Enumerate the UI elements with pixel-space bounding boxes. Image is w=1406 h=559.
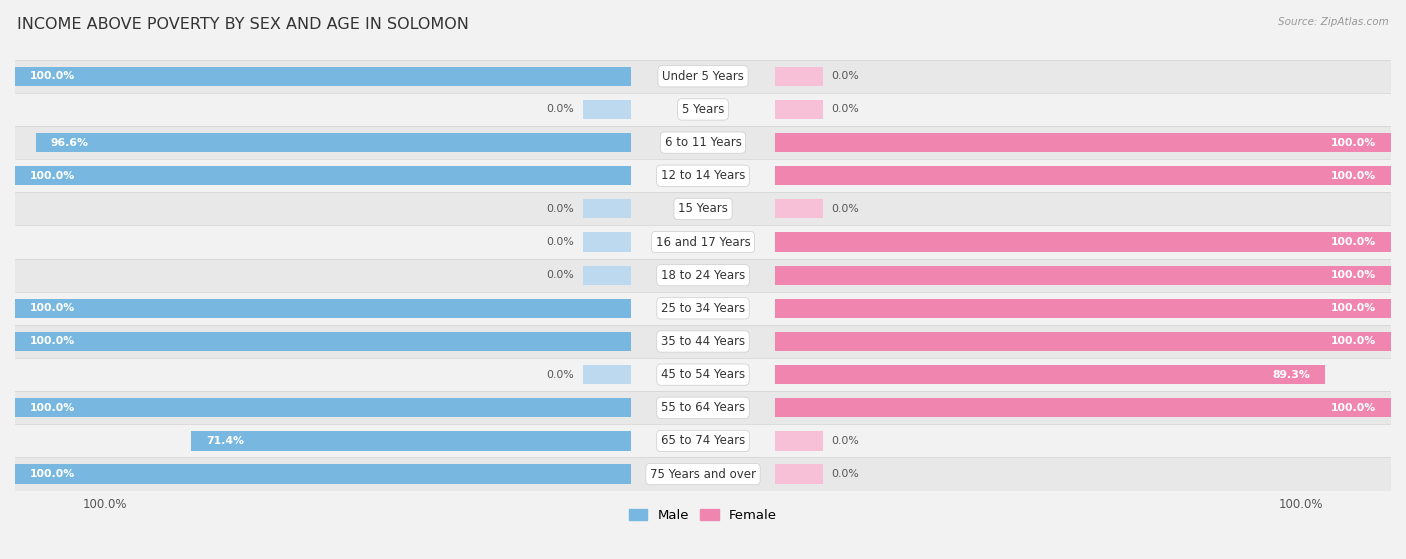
Bar [15, 457, 1391, 491]
Bar [775, 166, 1391, 186]
Text: 15 Years: 15 Years [678, 202, 728, 215]
Text: 0.0%: 0.0% [831, 72, 859, 81]
Text: 0.0%: 0.0% [831, 105, 859, 115]
Bar [775, 299, 1391, 318]
Bar [15, 332, 631, 351]
Bar [583, 199, 631, 219]
Text: 100.0%: 100.0% [1331, 270, 1376, 280]
Bar [775, 465, 823, 484]
Bar [15, 93, 1391, 126]
Text: 25 to 34 Years: 25 to 34 Years [661, 302, 745, 315]
Bar [775, 398, 1391, 418]
Legend: Male, Female: Male, Female [624, 503, 782, 527]
Text: 0.0%: 0.0% [831, 436, 859, 446]
Bar [15, 126, 1391, 159]
Bar [15, 465, 631, 484]
Bar [583, 233, 631, 252]
Bar [775, 67, 823, 86]
Text: 65 to 74 Years: 65 to 74 Years [661, 434, 745, 447]
Text: 100.0%: 100.0% [1331, 237, 1376, 247]
Bar [15, 67, 631, 86]
Bar [775, 233, 1391, 252]
Text: 100.0%: 100.0% [30, 337, 75, 347]
Bar [775, 133, 1391, 152]
Bar [583, 266, 631, 285]
Bar [15, 159, 1391, 192]
Bar [15, 292, 1391, 325]
Text: 100.0%: 100.0% [1331, 304, 1376, 314]
Bar [583, 100, 631, 119]
Text: 100.0%: 100.0% [1331, 170, 1376, 181]
Text: 0.0%: 0.0% [831, 204, 859, 214]
Text: 55 to 64 Years: 55 to 64 Years [661, 401, 745, 414]
Text: 0.0%: 0.0% [831, 469, 859, 479]
Text: 100.0%: 100.0% [1331, 337, 1376, 347]
Bar [37, 133, 631, 152]
Text: 89.3%: 89.3% [1272, 369, 1310, 380]
Text: 0.0%: 0.0% [547, 204, 575, 214]
Bar [583, 365, 631, 384]
Bar [191, 432, 631, 451]
Text: 96.6%: 96.6% [51, 138, 89, 148]
Text: 18 to 24 Years: 18 to 24 Years [661, 269, 745, 282]
Text: 12 to 14 Years: 12 to 14 Years [661, 169, 745, 182]
Bar [15, 259, 1391, 292]
Bar [775, 100, 823, 119]
Text: 100.0%: 100.0% [30, 469, 75, 479]
Bar [15, 358, 1391, 391]
Text: 100.0%: 100.0% [30, 304, 75, 314]
Text: 0.0%: 0.0% [547, 105, 575, 115]
Text: 100.0%: 100.0% [30, 170, 75, 181]
Bar [775, 432, 823, 451]
Text: 100.0%: 100.0% [1331, 138, 1376, 148]
Bar [15, 166, 631, 186]
Text: 0.0%: 0.0% [547, 237, 575, 247]
Bar [775, 266, 1391, 285]
Text: 5 Years: 5 Years [682, 103, 724, 116]
Bar [775, 199, 823, 219]
Bar [775, 365, 1324, 384]
Bar [15, 299, 631, 318]
Text: 100.0%: 100.0% [30, 72, 75, 81]
Text: INCOME ABOVE POVERTY BY SEX AND AGE IN SOLOMON: INCOME ABOVE POVERTY BY SEX AND AGE IN S… [17, 17, 468, 32]
Bar [775, 332, 1391, 351]
Bar [15, 192, 1391, 225]
Bar [15, 225, 1391, 259]
Text: 0.0%: 0.0% [547, 369, 575, 380]
Bar [15, 325, 1391, 358]
Text: 71.4%: 71.4% [207, 436, 245, 446]
Text: 45 to 54 Years: 45 to 54 Years [661, 368, 745, 381]
Bar [15, 424, 1391, 457]
Bar [15, 398, 631, 418]
Bar [15, 391, 1391, 424]
Text: 0.0%: 0.0% [547, 270, 575, 280]
Text: 100.0%: 100.0% [30, 403, 75, 413]
Bar [15, 60, 1391, 93]
Text: 16 and 17 Years: 16 and 17 Years [655, 235, 751, 249]
Text: 100.0%: 100.0% [1331, 403, 1376, 413]
Text: 6 to 11 Years: 6 to 11 Years [665, 136, 741, 149]
Text: Under 5 Years: Under 5 Years [662, 70, 744, 83]
Text: 75 Years and over: 75 Years and over [650, 467, 756, 481]
Text: Source: ZipAtlas.com: Source: ZipAtlas.com [1278, 17, 1389, 27]
Text: 35 to 44 Years: 35 to 44 Years [661, 335, 745, 348]
